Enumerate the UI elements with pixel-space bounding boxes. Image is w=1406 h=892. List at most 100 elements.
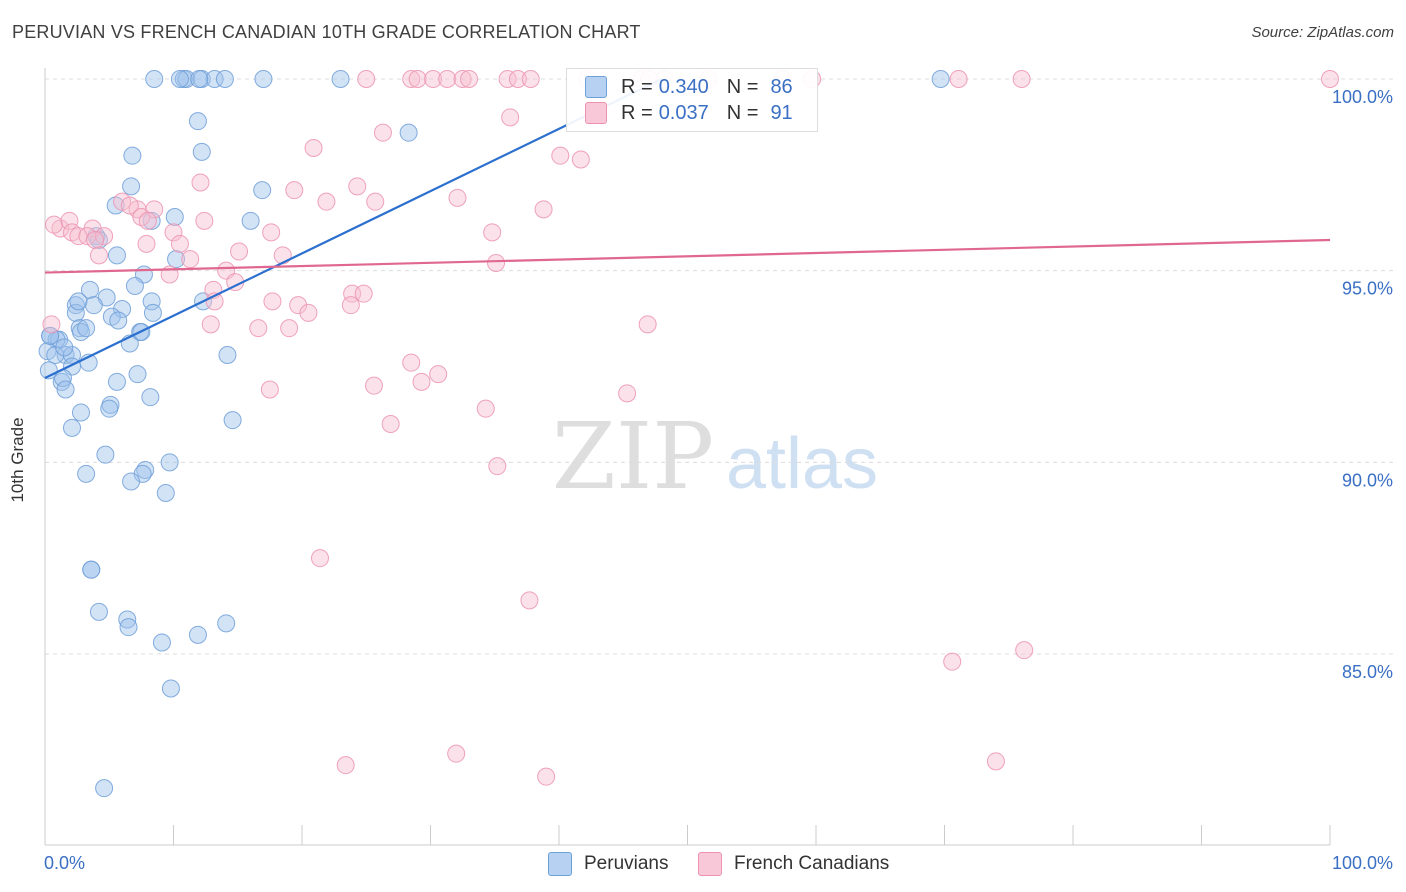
french-canadians-point	[299, 303, 318, 322]
x-tick-label: 100.0%	[1332, 853, 1393, 873]
french-canadians-point	[638, 315, 657, 334]
french-canadians-point	[537, 767, 556, 786]
peruvians-point	[399, 123, 418, 142]
peruvians-point	[215, 70, 234, 88]
peruvians-point	[192, 142, 211, 161]
french-canadians-point	[453, 70, 472, 88]
french-canadians-point	[424, 70, 443, 88]
french-canadians-point	[520, 591, 539, 610]
r-value: 0.037	[658, 101, 709, 124]
peruvians-point	[165, 208, 184, 226]
french-canadians-point	[262, 223, 281, 242]
french-canadians-point	[460, 70, 479, 88]
peruvians-point	[119, 618, 138, 637]
french-canadians-point	[170, 234, 189, 253]
french-canadians-point	[201, 315, 220, 334]
y-tick-label: 95.0%	[1342, 279, 1393, 299]
peruvians-legend-swatch	[548, 852, 572, 876]
french-canadians-point	[260, 380, 279, 399]
french-canadians-point	[280, 319, 299, 338]
french-canadians-point	[263, 292, 282, 311]
peruvians-point	[122, 472, 141, 491]
french-canadians-point	[1015, 641, 1034, 660]
peruvians-point	[84, 296, 103, 315]
gridlines	[45, 78, 1395, 655]
peruvians-point	[55, 338, 74, 357]
peruvians-point	[254, 70, 273, 88]
french-canadians-point	[191, 173, 210, 192]
peruvians-point	[107, 372, 126, 391]
peruvians-point	[125, 277, 144, 295]
legend-item-french-canadians[interactable]: French Canadians	[698, 852, 889, 876]
french-canadians-point	[402, 70, 421, 88]
french-canadians-point	[341, 296, 360, 315]
french-canadians-point	[137, 234, 156, 253]
axes	[44, 68, 1331, 846]
french-canadians-point	[95, 227, 114, 246]
french-canadians-legend-swatch	[698, 852, 722, 876]
peruvians-point	[96, 445, 115, 464]
french-canadians-point	[366, 192, 385, 211]
french-canadians-point	[571, 150, 590, 169]
french-canadians-point	[408, 70, 427, 88]
peruvians-point	[77, 319, 96, 338]
watermark-atlas: atlas	[726, 424, 878, 504]
peruvians-point	[218, 346, 237, 364]
french-canadians-swatch	[585, 102, 607, 124]
french-canadians-point	[289, 296, 308, 315]
legend-item-peruvians[interactable]: Peruvians	[548, 852, 669, 876]
french-canadians-point	[310, 549, 329, 568]
peruvians-point	[128, 365, 147, 384]
french-canadians-point	[44, 215, 63, 234]
peruvians-point	[188, 112, 207, 131]
peruvians-trend-line	[44, 78, 663, 379]
french-canadians-point	[943, 652, 962, 671]
peruvians-point	[223, 411, 242, 430]
french-canadians-point	[354, 284, 373, 303]
french-canadians-point	[551, 146, 570, 165]
peruvians-point	[253, 181, 272, 200]
peruvians-point	[241, 211, 260, 230]
peruvians-point	[95, 779, 114, 798]
french-canadians-point	[249, 319, 268, 338]
peruvians-point	[123, 146, 142, 165]
french-canadians-point	[86, 231, 105, 249]
peruvians-point	[82, 560, 101, 579]
french-canadians-point	[476, 399, 495, 418]
french-canadians-point	[373, 123, 392, 142]
peruvians-point	[141, 388, 160, 407]
peruvians-point	[122, 177, 141, 196]
n-value: 91	[770, 101, 793, 124]
peruvians-point	[89, 602, 108, 621]
french-canadians-point	[429, 365, 448, 384]
peruvians-swatch	[585, 76, 607, 98]
peruvians-point	[118, 610, 137, 629]
french-canadians-point	[448, 188, 467, 207]
legend-label-french-canadians: French Canadians	[734, 853, 890, 874]
legend-label-peruvians: Peruvians	[584, 853, 669, 874]
french-canadians-point	[402, 353, 421, 372]
peruvians-point	[205, 70, 224, 88]
french-canadians-point	[42, 315, 61, 334]
french-canadians-point	[120, 196, 139, 215]
french-canadians-point	[138, 211, 157, 230]
legend-row-peruvians: R = 0.340 N = 86	[585, 74, 793, 100]
peruvians-point	[77, 464, 96, 483]
french-canadians-point	[1012, 70, 1031, 88]
peruvians-point	[142, 292, 161, 311]
french-canadians-point	[501, 108, 520, 127]
peruvians-point	[160, 453, 179, 472]
r-label: R =	[621, 75, 653, 98]
french-canadians-point	[304, 139, 323, 157]
french-canadians-point	[164, 223, 183, 242]
french-canadians-point	[521, 70, 540, 88]
peruvians-point	[56, 346, 75, 364]
french-canadians-point	[60, 211, 79, 230]
watermark: ZIP atlas	[552, 403, 878, 510]
peruvians-point	[331, 70, 350, 88]
peruvians-point	[145, 70, 164, 88]
peruvians-point	[56, 380, 75, 399]
r-label: R =	[621, 101, 653, 124]
peruvians-point	[177, 70, 196, 88]
